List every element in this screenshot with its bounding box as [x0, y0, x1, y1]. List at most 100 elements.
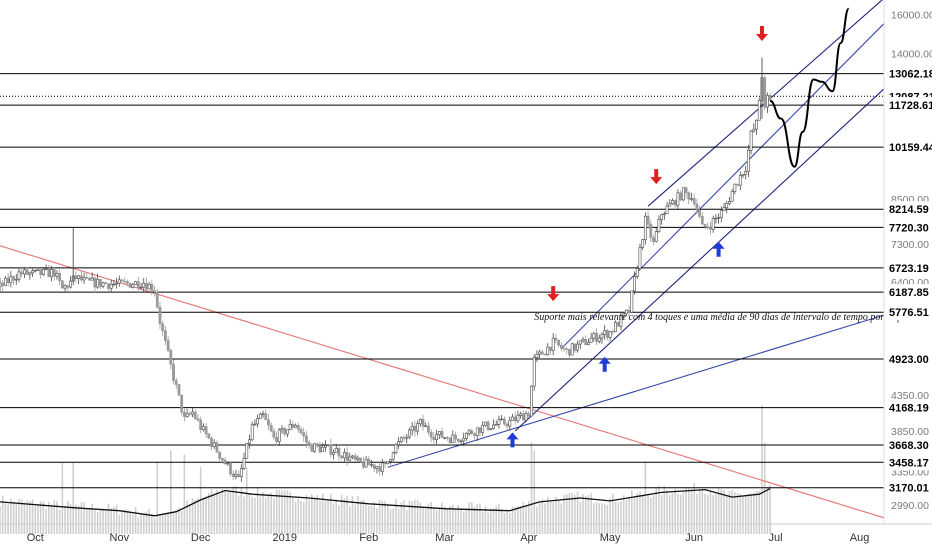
level-label: 3170.01	[889, 483, 929, 495]
projection-layer	[769, 7, 850, 168]
candle-body	[191, 411, 194, 415]
level-label-background	[886, 259, 932, 276]
candle-body	[299, 429, 303, 433]
candle-body	[467, 430, 471, 434]
candle-body	[88, 277, 91, 281]
candle-body	[0, 282, 2, 288]
x-axis: Oct Nov Dec 2019 Feb Mar Apr May Jun Jul Aug	[27, 532, 870, 544]
level-label: 5776.51	[889, 307, 929, 319]
level-label-background	[886, 454, 932, 471]
candle-body	[462, 438, 466, 442]
candle-body	[722, 207, 726, 211]
candle-body	[635, 268, 639, 277]
candle-body	[342, 452, 346, 459]
candle-body	[559, 344, 563, 349]
candle-body	[532, 357, 536, 387]
candle-body	[679, 192, 683, 201]
level-label-background	[886, 201, 932, 218]
x-tick-label: Jun	[685, 532, 703, 544]
candle-body	[502, 418, 506, 425]
candle-body	[305, 435, 308, 443]
candle-body	[98, 278, 102, 287]
annotation-text: Suporte mais relevante com 4 toques e um…	[534, 312, 909, 323]
candle-body	[286, 429, 289, 435]
candle-body	[728, 201, 731, 204]
candle-body	[107, 283, 110, 289]
candle-body	[207, 433, 211, 439]
candle-body	[405, 436, 409, 439]
candle-body	[378, 466, 382, 472]
candle-body	[177, 384, 181, 396]
candle-body	[619, 315, 623, 327]
candle-body	[497, 419, 501, 425]
candle-body	[730, 191, 734, 202]
candle-body	[695, 203, 699, 211]
candle-body	[109, 283, 113, 289]
candle-body	[180, 394, 184, 413]
candle-body	[521, 413, 525, 421]
candle-body	[413, 425, 417, 432]
level-label: 6723.19	[889, 263, 929, 275]
candle-body	[654, 231, 658, 242]
candle-body	[361, 461, 365, 468]
candle-body	[321, 446, 325, 453]
candle-body	[402, 437, 406, 439]
candle-body	[706, 226, 710, 228]
candle-body	[17, 271, 21, 280]
level-label: 3458.17	[889, 457, 929, 469]
candle-body	[717, 217, 720, 219]
candle-body	[131, 284, 135, 288]
candle-body	[646, 215, 650, 225]
candle-body	[104, 282, 108, 285]
candle-body	[229, 462, 232, 475]
down-arrow-icon	[547, 286, 560, 302]
candle-body	[291, 424, 295, 428]
candle-body	[90, 277, 94, 281]
candle-body	[204, 426, 208, 435]
candle-body	[638, 247, 642, 269]
candle-body	[147, 283, 151, 290]
candle-body	[6, 277, 10, 283]
candle-body	[193, 411, 197, 419]
candle-body	[9, 276, 13, 283]
candle-body	[597, 337, 601, 342]
candle-body	[123, 280, 127, 283]
candle-body	[182, 411, 186, 417]
candle-body	[765, 95, 769, 108]
candle-body	[20, 271, 24, 275]
candle-body	[616, 322, 620, 327]
candle-body	[288, 424, 292, 431]
candle-body	[519, 413, 523, 416]
candle-body	[627, 309, 631, 313]
candle-body	[448, 438, 452, 443]
down-arrow-icon	[650, 169, 663, 185]
candle-body	[500, 418, 504, 421]
candle-body	[454, 434, 457, 440]
candle-body	[359, 457, 363, 463]
candle-body	[201, 426, 205, 430]
candle-body	[77, 275, 81, 279]
projection-path	[769, 7, 850, 168]
x-tick-label: Apr	[520, 532, 537, 544]
candle-body	[465, 433, 468, 439]
candle-body	[302, 432, 306, 437]
candle-body	[12, 276, 15, 281]
candle-body	[332, 452, 335, 455]
candle-body	[315, 443, 319, 447]
candle-body	[624, 309, 628, 314]
candle-body	[681, 187, 685, 201]
candle-body	[136, 281, 140, 289]
x-tick-label: Aug	[850, 532, 870, 544]
candle-body	[456, 438, 460, 442]
candle-body	[611, 331, 615, 333]
candle-body	[199, 419, 203, 430]
candle-body	[432, 436, 436, 441]
candle-body	[234, 474, 238, 477]
candle-body	[397, 441, 401, 446]
candle-body	[416, 423, 419, 432]
level-label-background	[886, 437, 932, 454]
candle-body	[250, 424, 254, 441]
candle-body	[237, 474, 241, 477]
